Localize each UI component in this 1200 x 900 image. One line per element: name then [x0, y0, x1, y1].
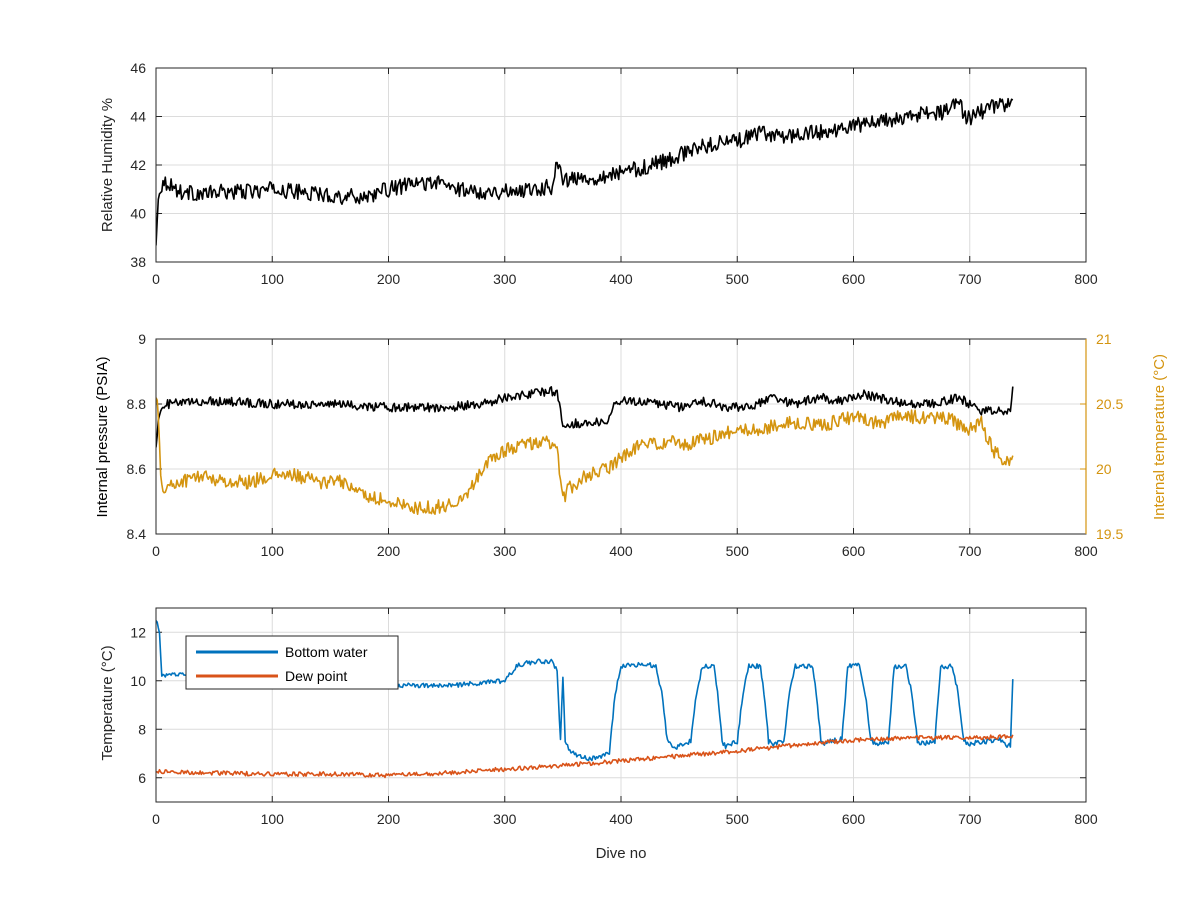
- panel3-xtick-label-600: 600: [842, 811, 866, 827]
- panel3-line-dew-point: [156, 734, 1014, 779]
- panel1-axes-box: [155, 67, 1087, 263]
- panel2-xtick-label-700: 700: [958, 543, 982, 559]
- dive-no-xlabel: Dive no: [596, 845, 647, 862]
- panel1-ytick-label-46: 46: [130, 60, 146, 76]
- panel1-xtick-label-500: 500: [726, 271, 750, 287]
- humidity-panel: Relative Humidity % 0 100 200 300 400 500 600 7…: [99, 60, 1098, 287]
- panel3-ytick-label-10: 10: [130, 673, 146, 689]
- temperature-panel: Temperature (°C) Dive no 0 100 200 300 400 50…: [99, 607, 1098, 862]
- panel1-ytick-label-40: 40: [130, 206, 146, 222]
- panel3-xtick-label-800: 800: [1074, 811, 1098, 827]
- panel3-xtick-label-400: 400: [609, 811, 633, 827]
- panel2-xtick-label-200: 200: [377, 543, 401, 559]
- panel3-xtick-label-700: 700: [958, 811, 982, 827]
- legend-box: [185, 635, 399, 690]
- legend: Bottom water Dew point: [185, 635, 399, 690]
- panel1-xtick-label-200: 200: [377, 271, 401, 287]
- humidity-ylabel: Relative Humidity %: [99, 98, 116, 232]
- panel1-xtick-label-800: 800: [1074, 271, 1098, 287]
- panel2-ytick-right-label-20-5: 20.5: [1096, 396, 1123, 412]
- panel2-ytick-label-8-8: 8.8: [127, 396, 147, 412]
- panel2-xtick-label-0: 0: [152, 543, 160, 559]
- panel3-xtick-label-300: 300: [493, 811, 517, 827]
- legend-label-dew-point: Dew point: [285, 668, 347, 684]
- panel2-ytick-label-9: 9: [138, 331, 146, 347]
- panel3-xtick-label-100: 100: [261, 811, 285, 827]
- panel3-ytick-label-6: 6: [138, 770, 146, 786]
- panel2-xtick-label-500: 500: [726, 543, 750, 559]
- pressure-ylabel: Internal pressure (PSIA): [94, 357, 111, 518]
- panel3-xtick-label-200: 200: [377, 811, 401, 827]
- legend-label-bottom-water: Bottom water: [285, 644, 368, 660]
- panel1-line-series-1: [156, 97, 1014, 246]
- panel3-ytick-label-12: 12: [130, 624, 146, 640]
- panel1-ytick-label-38: 38: [130, 254, 146, 270]
- panel1-xtick-label-400: 400: [609, 271, 633, 287]
- panel3-xtick-label-0: 0: [152, 811, 160, 827]
- panel2-xtick-label-400: 400: [609, 543, 633, 559]
- panel2-line-series-1: [156, 386, 1014, 448]
- panel2-ytick-right-label-19-5: 19.5: [1096, 526, 1123, 542]
- panel2-xtick-label-800: 800: [1074, 543, 1098, 559]
- panel1-xtick-label-0: 0: [152, 271, 160, 287]
- panel2-ytick-right-label-21: 21: [1096, 331, 1112, 347]
- panel1-xtick-label-300: 300: [493, 271, 517, 287]
- panel1-ytick-label-44: 44: [130, 109, 146, 125]
- panel1-ytick-label-42: 42: [130, 157, 146, 173]
- panel1-xtick-label-100: 100: [261, 271, 285, 287]
- panel3-xtick-label-500: 500: [726, 811, 750, 827]
- panel2-ytick-right-label-20: 20: [1096, 461, 1112, 477]
- panel2-xtick-label-100: 100: [261, 543, 285, 559]
- pressure-temperature-panel: Internal pressure (PSIA) Internal temper…: [94, 331, 1168, 559]
- panel2-xtick-label-300: 300: [493, 543, 517, 559]
- internal-temperature-ylabel: Internal temperature (°C): [1151, 354, 1168, 520]
- temperature-ylabel: Temperature (°C): [99, 645, 116, 760]
- panel2-ytick-label-8-4: 8.4: [127, 526, 147, 542]
- panel2-xtick-label-600: 600: [842, 543, 866, 559]
- panel1-xtick-label-600: 600: [842, 271, 866, 287]
- panel3-axes-box: [155, 607, 1087, 803]
- panel3-ytick-label-8: 8: [138, 721, 146, 737]
- panel1-xtick-label-700: 700: [958, 271, 982, 287]
- panel2-line-series-2: [156, 397, 1014, 515]
- panel2-ytick-label-8-6: 8.6: [127, 461, 147, 477]
